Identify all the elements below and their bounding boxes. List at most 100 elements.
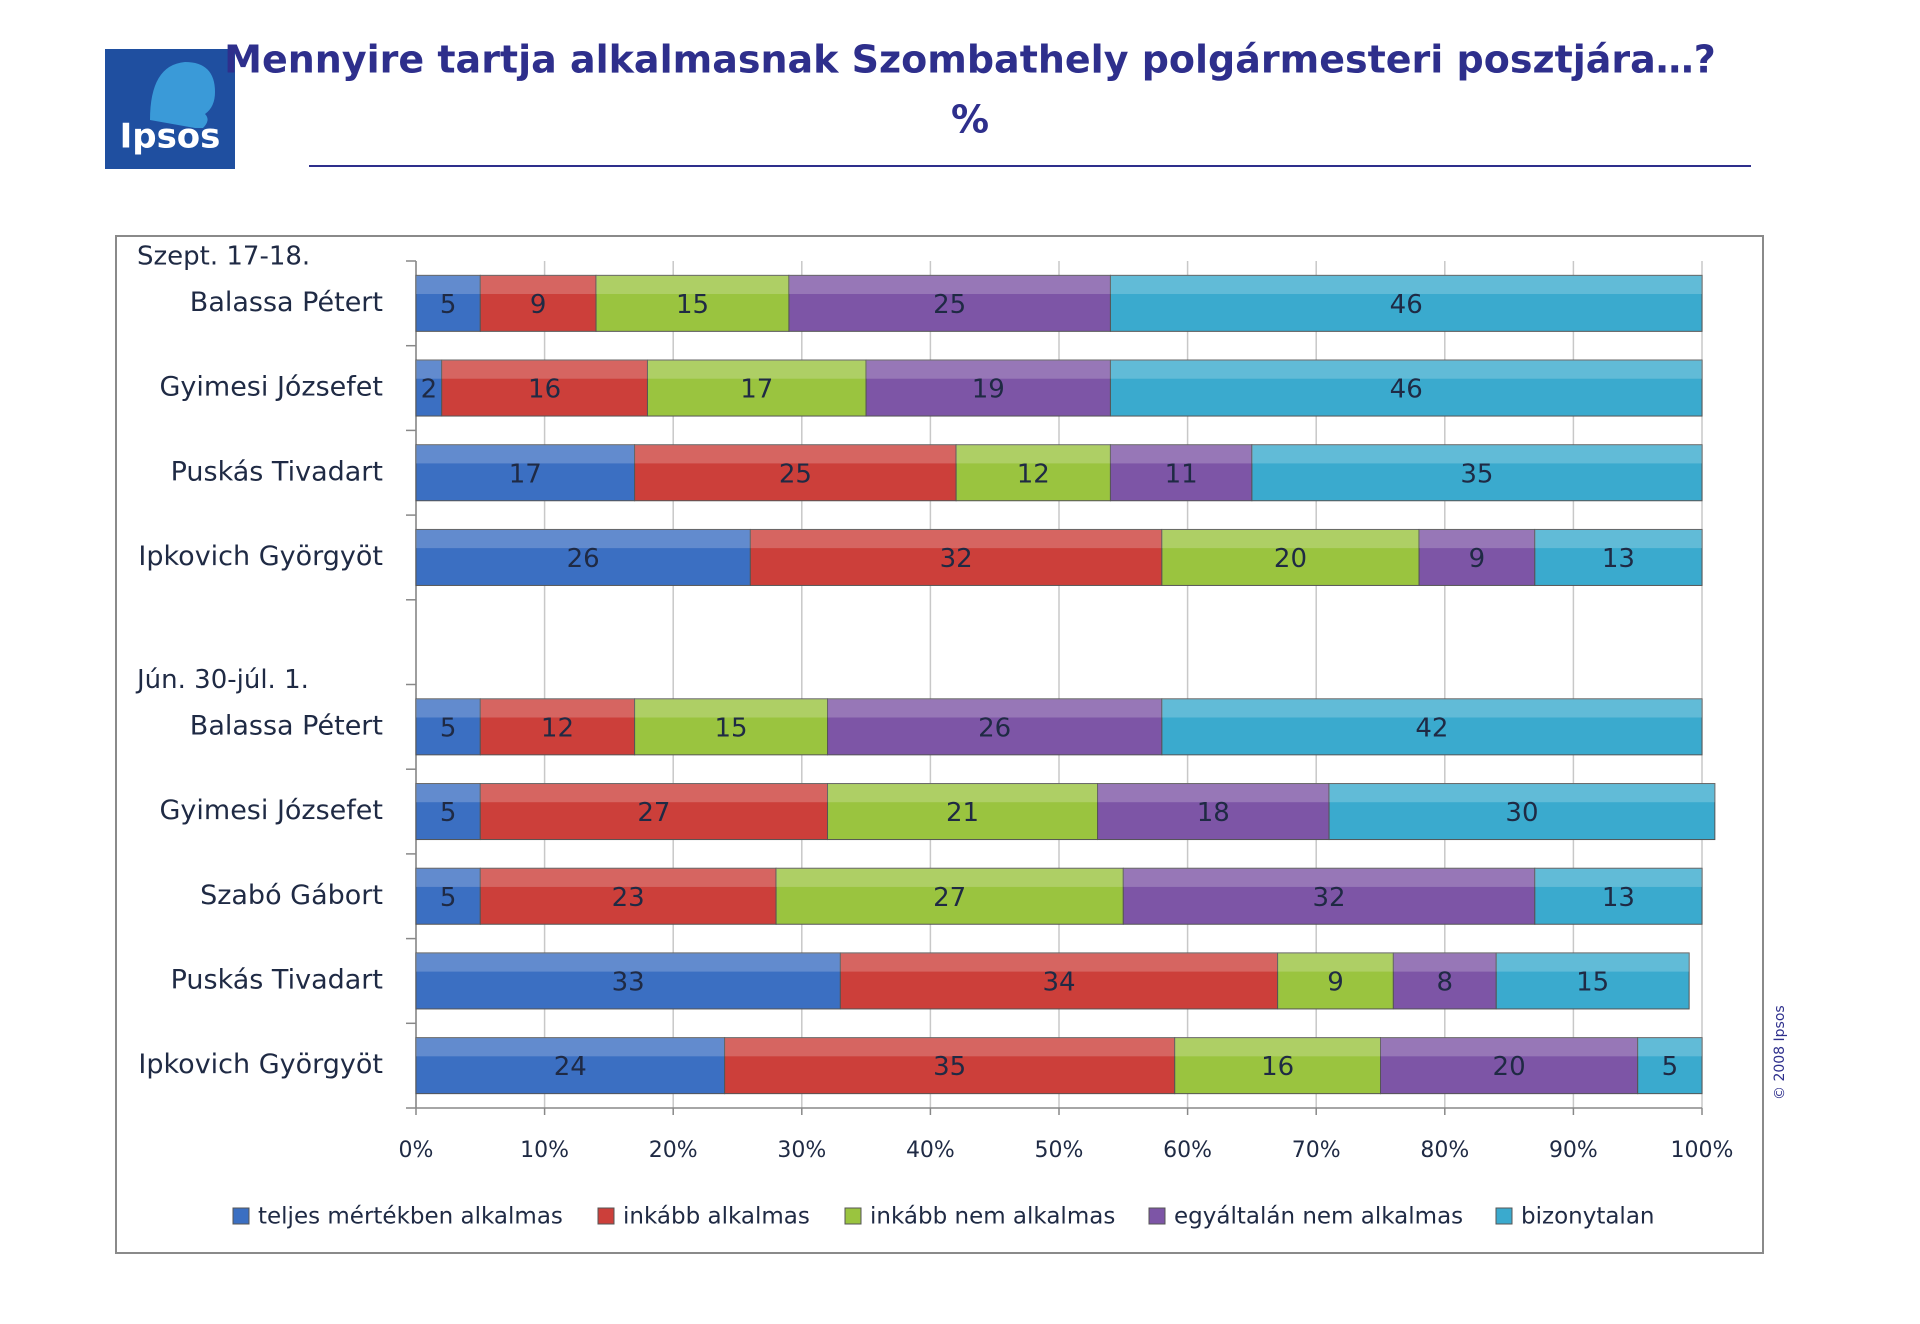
bar-segment [1161, 698, 1703, 756]
bar-segment [839, 952, 1279, 1010]
logo-face [150, 62, 215, 128]
bar-segment [479, 274, 597, 332]
bar-shine [1110, 360, 1702, 379]
bar-shine [827, 783, 1098, 803]
data-label: 5 [1662, 1052, 1679, 1082]
data-label: 21 [946, 798, 979, 828]
bar-shine [416, 698, 481, 718]
bar-segment [775, 867, 1124, 925]
data-label: 9 [530, 290, 547, 320]
data-label: 25 [933, 290, 966, 320]
x-tick-label: 50% [1035, 1138, 1084, 1163]
x-tick-label: 40% [906, 1138, 955, 1163]
data-label: 35 [933, 1052, 966, 1082]
bar-shine [827, 698, 1162, 718]
x-tick-label: 20% [649, 1138, 698, 1163]
bar-shine [788, 275, 1111, 295]
data-label: 16 [1261, 1052, 1294, 1082]
bar-segment [1495, 952, 1690, 1010]
data-label: 16 [528, 375, 561, 405]
bar-segment [415, 274, 481, 332]
data-label: 5 [440, 798, 457, 828]
x-tick-label: 80% [1420, 1138, 1469, 1163]
bar-segment [1637, 1037, 1703, 1095]
data-label: 46 [1390, 375, 1423, 405]
legend-swatch [1148, 1207, 1166, 1225]
bar-segment [415, 698, 481, 756]
data-label: 26 [978, 713, 1011, 743]
logo-text: Ipsos [120, 117, 221, 157]
bar-segment [634, 444, 957, 502]
bar-shine [647, 360, 867, 379]
x-tick-label: 0% [399, 1138, 434, 1163]
x-tick-label: 30% [777, 1138, 826, 1163]
bar-shine [416, 529, 751, 549]
data-label: 20 [1493, 1052, 1526, 1082]
chart-title: Mennyire tartja alkalmasnak Szombathely … [224, 38, 1716, 82]
bar-shine [1393, 952, 1497, 972]
data-label: 42 [1415, 713, 1448, 743]
bar-shine [480, 783, 828, 803]
bar-shine [596, 275, 789, 295]
y-tick-label: Gyimesi Józsefet [159, 372, 383, 403]
data-label: 17 [740, 375, 773, 405]
bar-segment [595, 274, 790, 332]
bar-segment [1161, 528, 1420, 586]
data-label: 27 [933, 883, 966, 913]
data-label: 8 [1437, 967, 1454, 997]
data-label: 32 [940, 544, 973, 574]
bar-shine [1123, 868, 1535, 887]
data-label: 24 [554, 1052, 587, 1082]
data-label: 18 [1197, 798, 1230, 828]
bar-shine [416, 360, 442, 379]
bar-shine [480, 275, 597, 295]
chart-subtitle: % [951, 98, 989, 142]
x-tick-label: 90% [1549, 1138, 1598, 1163]
bar-shine [1277, 952, 1394, 972]
bar-shine [634, 444, 957, 464]
data-label: 46 [1390, 290, 1423, 320]
y-tick-label: Szabó Gábort [200, 880, 383, 911]
y-tick-label: Puskás Tivadart [171, 456, 383, 487]
bar-shine [866, 360, 1111, 379]
legend-label: inkább alkalmas [623, 1204, 810, 1230]
bar-shine [1496, 952, 1690, 972]
data-label: 35 [1460, 459, 1493, 489]
data-label: 9 [1327, 967, 1344, 997]
bar-shine [956, 444, 1111, 464]
bar-segment [749, 528, 1163, 586]
data-label: 12 [541, 713, 574, 743]
y-tick-label: Ipkovich Györgyöt [138, 1049, 383, 1080]
data-label: 13 [1602, 544, 1635, 574]
data-label: 34 [1042, 967, 1075, 997]
data-label: 15 [1576, 967, 1609, 997]
data-label: 2 [421, 375, 438, 405]
bar-segment [479, 698, 636, 756]
x-tick-label: 100% [1671, 1138, 1734, 1163]
legend-swatch [597, 1207, 615, 1225]
y-tick-label: Balassa Pétert [190, 710, 383, 741]
bar-segment [827, 783, 1099, 841]
bar-shine [840, 952, 1278, 972]
data-label: 27 [637, 798, 670, 828]
bar-segment [1534, 867, 1703, 925]
bar-segment [1277, 952, 1394, 1010]
legend-label: bizonytalan [1521, 1204, 1655, 1230]
legend-swatch [844, 1207, 862, 1225]
bar-shine [416, 444, 635, 464]
bar-segment [724, 1037, 1176, 1095]
bar-segment [479, 867, 777, 925]
bar-shine [1097, 783, 1330, 803]
x-tick-label: 60% [1163, 1138, 1212, 1163]
x-tick-label: 70% [1292, 1138, 1341, 1163]
bar-shine [441, 360, 648, 379]
bar-shine [1380, 1037, 1638, 1057]
y-tick-label: Gyimesi Józsefet [159, 795, 383, 826]
data-label: 32 [1313, 883, 1346, 913]
legend-swatch [232, 1207, 250, 1225]
chart-frame [115, 235, 1764, 1254]
bar-shine [1329, 783, 1715, 803]
bar-shine [1161, 698, 1702, 718]
bar-shine [634, 698, 828, 718]
